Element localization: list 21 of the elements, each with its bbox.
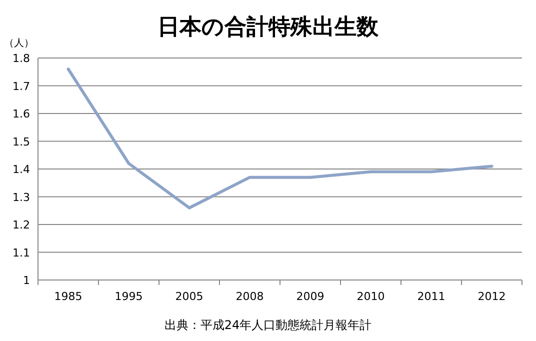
y-axis-title: （人） <box>4 38 34 49</box>
x-tick-label: 1985 <box>54 290 82 303</box>
x-tick-label: 2008 <box>236 290 264 303</box>
x-tick-label: 2005 <box>175 290 204 303</box>
x-tick-label: 2011 <box>417 290 446 303</box>
y-tick-label: 1.6 <box>12 108 30 120</box>
chart-title: 日本の合計特殊出生数 <box>158 15 380 40</box>
line-series <box>66 68 494 210</box>
y-tick-label: 1.2 <box>12 218 30 232</box>
y-tick-label: 1.4 <box>12 163 30 176</box>
y-tick-label: 1.8 <box>12 52 30 65</box>
source-note: 出典：平成24年人口動態統計月報年計 <box>164 318 372 332</box>
y-tick-label: 1 <box>23 274 30 287</box>
x-tick-label: 2009 <box>296 290 324 303</box>
x-tick-label: 2012 <box>478 290 506 303</box>
x-tick-label: 2010 <box>356 290 385 303</box>
y-tick-label: 1.7 <box>12 80 30 93</box>
y-tick-label: 1.3 <box>12 190 30 204</box>
x-tick-label: 1995 <box>114 290 143 303</box>
y-tick-label: 1.5 <box>12 135 30 148</box>
y-tick-label: 1.1 <box>12 246 30 260</box>
